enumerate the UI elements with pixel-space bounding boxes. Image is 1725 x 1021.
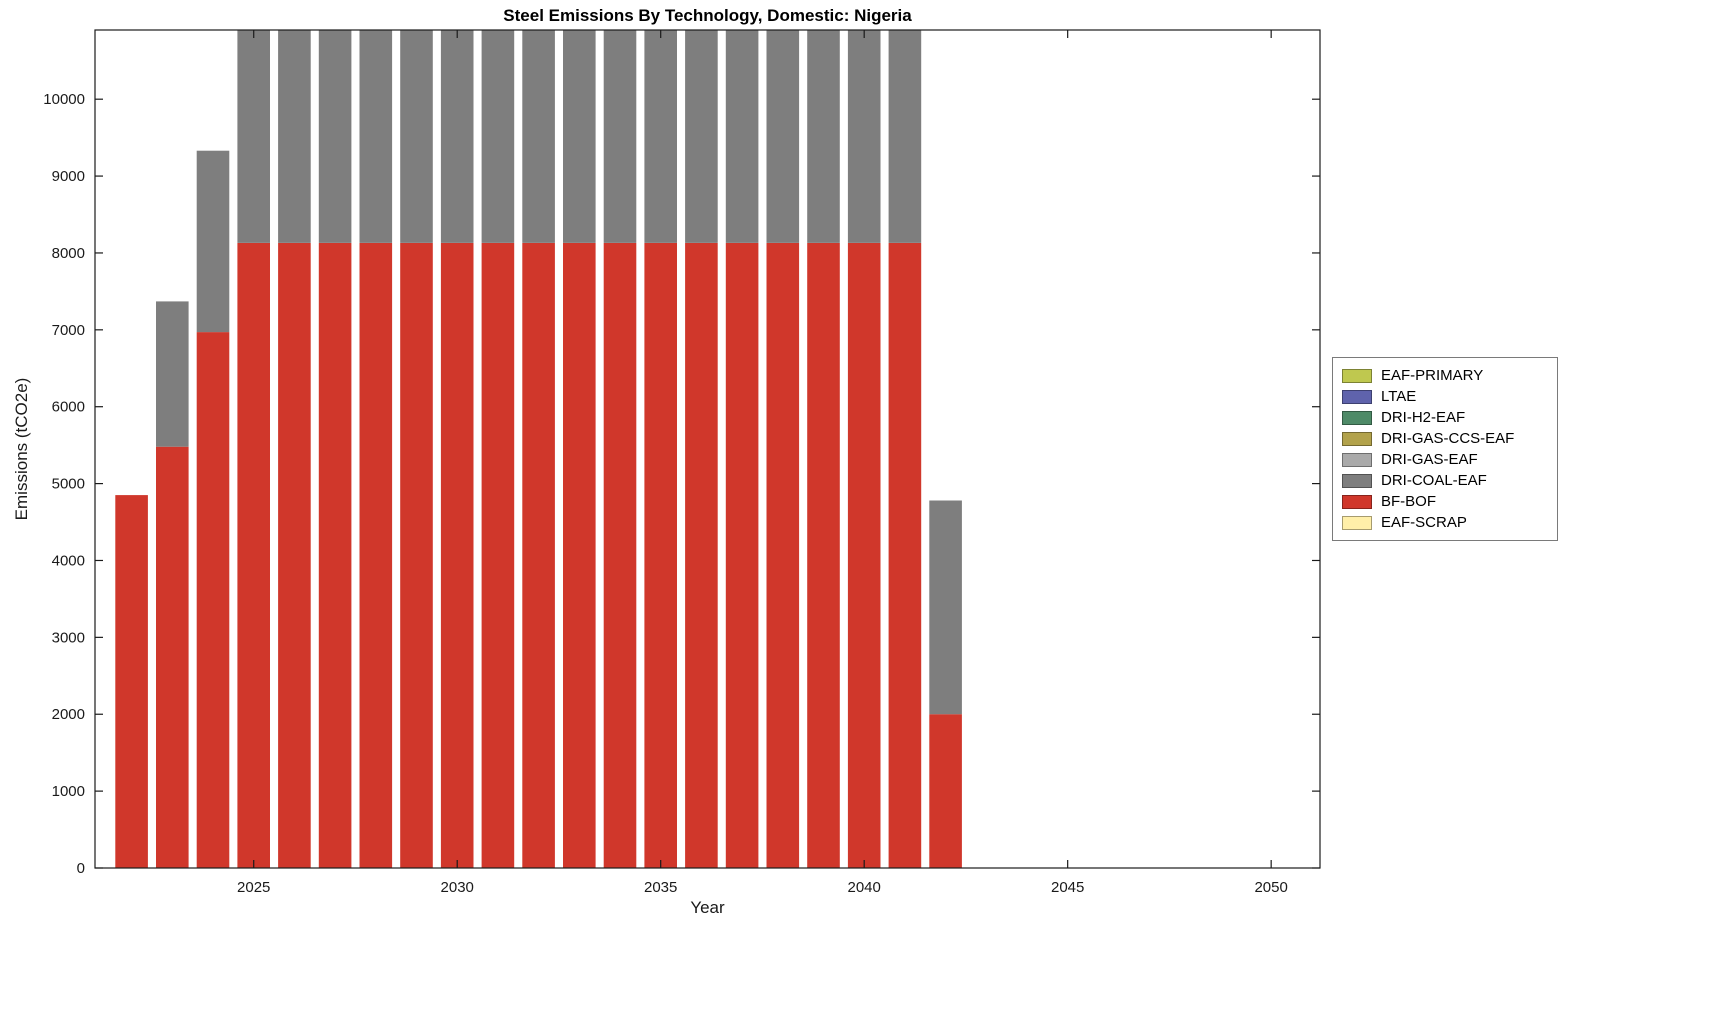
- legend-label: LTAE: [1381, 388, 1417, 405]
- bar-segment-dri-coal-eaf: [318, 30, 352, 243]
- bar-segment-bf-bof: [318, 243, 352, 868]
- legend-item-dri-h2-eaf: DRI-H2-EAF: [1342, 407, 1548, 428]
- bar-segment-dri-coal-eaf: [725, 30, 759, 243]
- bar-segment-dri-coal-eaf: [563, 30, 596, 243]
- y-tick-label: 5000: [52, 476, 85, 493]
- chart-title: Steel Emissions By Technology, Domestic:…: [503, 6, 912, 25]
- tick-labels: 2025 2030 2035 2040 2045 2050 0 1000 2000 3000 400…: [43, 91, 1288, 896]
- legend-label: EAF-PRIMARY: [1381, 367, 1484, 384]
- legend: EAF-PRIMARY LTAE DRI-H2-EAF DRI-GAS-CCS-EAF…: [1332, 357, 1558, 541]
- bar-segment-dri-coal-eaf: [400, 30, 433, 243]
- legend-item-dri-coal-eaf: DRI-COAL-EAF: [1342, 470, 1548, 491]
- bar-segment-dri-coal-eaf: [929, 500, 962, 715]
- legend-swatch: [1342, 452, 1372, 467]
- bar-segment-dri-coal-eaf: [156, 301, 189, 447]
- y-tick-label: 6000: [52, 399, 85, 416]
- y-tick-label: 4000: [52, 552, 85, 569]
- legend-label: DRI-COAL-EAF: [1381, 472, 1487, 489]
- y-tick-label: 1000: [52, 783, 85, 800]
- legend-swatch: [1342, 473, 1372, 488]
- bar-segment-bf-bof: [888, 243, 922, 868]
- bar-segment-bf-bof: [440, 243, 474, 868]
- bar-segment-bf-bof: [603, 243, 637, 868]
- legend-item-eaf-primary: EAF-PRIMARY: [1342, 365, 1548, 386]
- axes-box: [94, 29, 1321, 869]
- bar-segment-bf-bof: [278, 243, 311, 868]
- bar-segment-bf-bof: [563, 243, 596, 868]
- bar-segment-dri-coal-eaf: [440, 30, 474, 243]
- bar-segment-dri-coal-eaf: [847, 30, 881, 243]
- bar-segment-bf-bof: [929, 714, 962, 868]
- legend-label: BF-BOF: [1381, 493, 1436, 510]
- bar-segment-bf-bof: [725, 243, 759, 868]
- bar-segment-bf-bof: [400, 243, 433, 868]
- y-tick-label: 7000: [52, 322, 85, 339]
- legend-swatch: [1342, 494, 1372, 509]
- bar-segment-bf-bof: [156, 446, 189, 868]
- bar-segment-dri-coal-eaf: [196, 150, 230, 333]
- tick-marks: [95, 30, 1320, 869]
- bar-segment-dri-coal-eaf: [359, 30, 393, 243]
- bar-segment-bf-bof: [847, 243, 881, 868]
- x-axis-label: Year: [690, 898, 725, 917]
- legend-label: DRI-H2-EAF: [1381, 409, 1466, 426]
- y-tick-label: 3000: [52, 629, 85, 646]
- legend-swatch: [1342, 368, 1372, 383]
- y-axis-label: Emissions (tCO2e): [12, 377, 31, 521]
- bar-segment-dri-coal-eaf: [481, 30, 515, 243]
- y-tick-label: 2000: [52, 706, 85, 723]
- bar-segment-bf-bof: [685, 243, 718, 868]
- bar-segment-dri-coal-eaf: [237, 30, 270, 243]
- legend-label: DRI-GAS-EAF: [1381, 451, 1478, 468]
- legend-item-dri-gas-ccs-eaf: DRI-GAS-CCS-EAF: [1342, 428, 1548, 449]
- bar-segment-dri-coal-eaf: [603, 30, 637, 243]
- x-tick-label: 2025: [237, 879, 270, 896]
- x-tick-label: 2045: [1051, 879, 1084, 896]
- bar-segment-bf-bof: [766, 243, 800, 868]
- bar-segment-dri-coal-eaf: [766, 30, 800, 243]
- legend-item-ltae: LTAE: [1342, 386, 1548, 407]
- bar-segment-bf-bof: [522, 243, 555, 868]
- bar-segment-bf-bof: [115, 495, 148, 868]
- x-tick-label: 2040: [847, 879, 880, 896]
- legend-item-dri-gas-eaf: DRI-GAS-EAF: [1342, 449, 1548, 470]
- bar-segment-bf-bof: [359, 243, 393, 868]
- bar-segment-bf-bof: [807, 243, 840, 868]
- legend-item-bf-bof: BF-BOF: [1342, 491, 1548, 512]
- legend-label: DRI-GAS-CCS-EAF: [1381, 430, 1515, 447]
- bar-segment-dri-coal-eaf: [685, 30, 718, 243]
- x-tick-label: 2050: [1254, 879, 1287, 896]
- legend-item-eaf-scrap: EAF-SCRAP: [1342, 512, 1548, 533]
- legend-swatch: [1342, 431, 1372, 446]
- legend-swatch: [1342, 410, 1372, 425]
- x-tick-label: 2035: [644, 879, 677, 896]
- bar-segment-bf-bof: [644, 243, 677, 868]
- bars-group: [115, 30, 962, 868]
- y-tick-label: 8000: [52, 245, 85, 262]
- bar-segment-dri-coal-eaf: [278, 30, 311, 243]
- legend-swatch: [1342, 515, 1372, 530]
- bar-segment-bf-bof: [196, 332, 230, 868]
- bar-segment-dri-coal-eaf: [522, 30, 555, 243]
- y-tick-label: 9000: [52, 168, 85, 185]
- y-tick-label: 10000: [43, 91, 85, 108]
- bar-segment-dri-coal-eaf: [644, 30, 677, 243]
- bar-segment-bf-bof: [237, 243, 270, 868]
- x-tick-label: 2030: [441, 879, 474, 896]
- bar-segment-dri-coal-eaf: [888, 30, 922, 243]
- bar-segment-dri-coal-eaf: [807, 30, 840, 243]
- y-tick-label: 0: [77, 860, 85, 877]
- legend-label: EAF-SCRAP: [1381, 514, 1467, 531]
- legend-swatch: [1342, 389, 1372, 404]
- bar-segment-bf-bof: [481, 243, 515, 868]
